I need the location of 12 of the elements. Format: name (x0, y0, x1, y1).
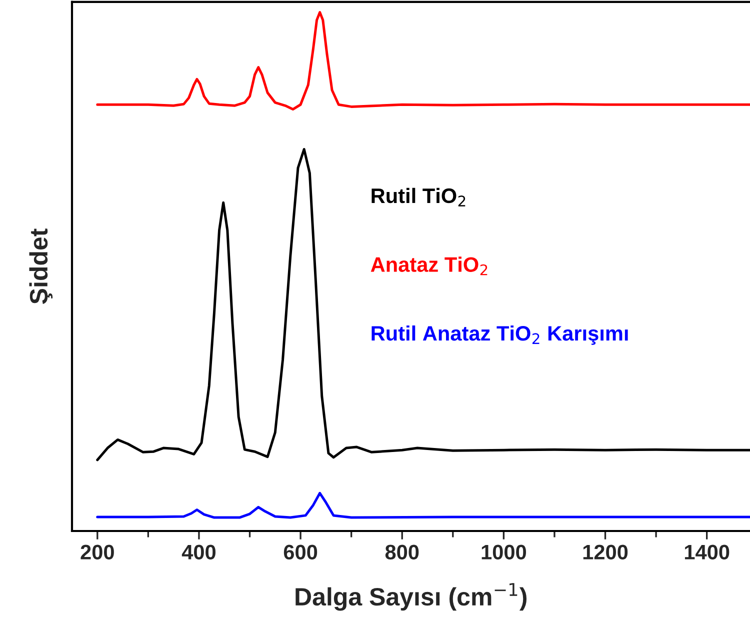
x-tick-label: 1000 (482, 544, 526, 560)
text: Rutil TiO$_{2}$ (372, 188, 466, 206)
text: Anataz TiO$_{2}$ (370, 256, 488, 276)
x-axis-title: Dalga Sayısı (cm$^{−1}$) (296, 583, 527, 611)
x-tick-label: 800 (385, 544, 419, 560)
x-tick-label: 400 (182, 544, 216, 560)
x-tick-label: 600 (284, 544, 318, 560)
text: Rutil Anataz TiO$_{2}$ Karışımı (372, 325, 628, 345)
x-tick-label: 1200 (583, 544, 628, 560)
x-tick-label: 1400 (684, 544, 730, 560)
y-axis-title: Şiddet (29, 228, 53, 304)
x-tick-label: 200 (80, 544, 114, 560)
